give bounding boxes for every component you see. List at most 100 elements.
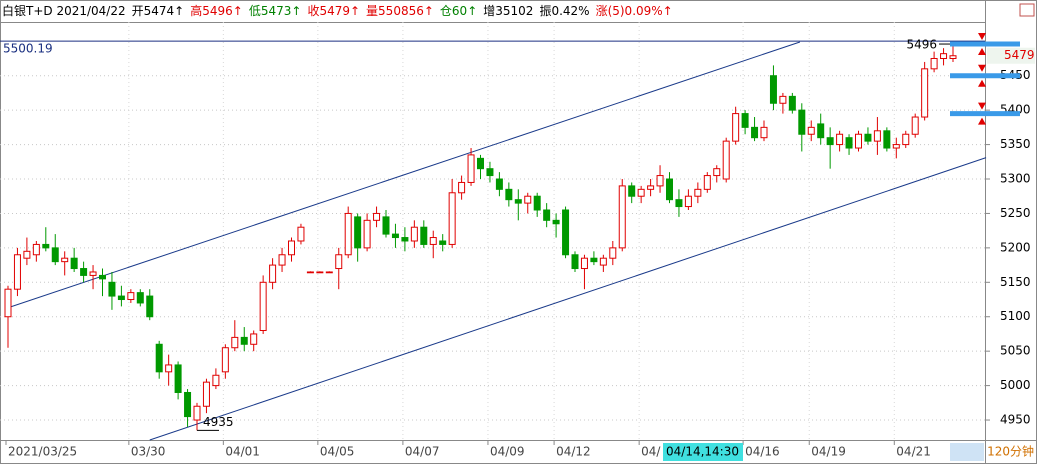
candle-body — [165, 364, 173, 373]
cursor-label: 04/14,14:30 — [666, 445, 739, 459]
candle-body — [533, 195, 541, 211]
x-tick-label: 03/30 — [131, 445, 166, 459]
candle-body — [32, 243, 40, 256]
x-tick-label: 04/09 — [490, 445, 525, 459]
candle-body — [873, 130, 881, 142]
candle-body — [13, 254, 21, 290]
y-tick-label: 5100 — [1000, 309, 1031, 323]
candle-body — [637, 188, 645, 197]
candle-body — [505, 188, 513, 201]
last-price-label: 5479 — [1004, 48, 1035, 62]
candle-body — [70, 257, 78, 270]
candle-body — [713, 168, 721, 177]
candle-body — [751, 126, 759, 139]
candle-body — [155, 343, 163, 373]
candle-body — [174, 364, 182, 393]
candle-body — [344, 212, 352, 256]
x-tick-label: 04/21 — [896, 445, 931, 459]
trend-line — [7, 41, 801, 309]
candle-body — [817, 123, 825, 139]
candle-body — [108, 281, 116, 297]
candle-body — [23, 250, 31, 259]
y-tick-label: 5350 — [1000, 137, 1031, 151]
candle-body — [335, 254, 343, 270]
y-tick-label: 5050 — [1000, 344, 1031, 358]
candle-body — [599, 257, 607, 266]
candle-body — [656, 175, 664, 187]
candle-body — [864, 133, 872, 142]
candle-body — [571, 254, 579, 270]
alert-arrow — [978, 102, 986, 125]
candle-body — [193, 405, 201, 421]
candle-body — [306, 271, 314, 274]
candle-body — [221, 347, 229, 373]
x-tick-label: 04/12 — [556, 445, 591, 459]
candle-body — [798, 109, 806, 135]
alert-arrow — [978, 33, 986, 56]
candle-body — [146, 295, 154, 318]
top-line-label: 5500.19 — [3, 42, 53, 56]
candle-body — [127, 292, 135, 301]
candle-body — [391, 233, 399, 239]
header-item: 增35102 — [483, 4, 533, 18]
x-tick-label: 04/01 — [225, 445, 260, 459]
candle-body — [921, 68, 929, 118]
candle-body — [883, 130, 891, 149]
candle-body — [703, 175, 711, 190]
header-item: 收5479↑ — [307, 4, 360, 18]
candle-body — [325, 271, 333, 274]
cursor-box — [663, 443, 743, 461]
period-box — [950, 443, 984, 461]
candle-body — [892, 144, 900, 149]
low-label: 4935 — [203, 415, 234, 429]
candle-body — [373, 212, 381, 221]
candle-body — [524, 195, 532, 204]
y-tick-label: 5300 — [1000, 172, 1031, 186]
candle-body — [562, 209, 570, 256]
window-button[interactable] — [1019, 3, 1035, 17]
candle-body — [666, 178, 673, 201]
candle-body — [590, 257, 598, 263]
candle-body — [410, 226, 418, 242]
candle-body — [760, 126, 768, 139]
candle-body — [212, 374, 220, 387]
period-label: 120分钟 — [987, 444, 1034, 459]
candle-body — [382, 216, 390, 235]
candle-body — [675, 199, 683, 208]
header-item: 仓60↑ — [440, 4, 477, 18]
candle-body — [741, 113, 749, 128]
candle-body — [420, 226, 428, 245]
x-tick-label: 2021/03/25 — [8, 445, 77, 459]
candle-body — [543, 209, 551, 221]
candle-body — [807, 126, 815, 135]
candle-body — [117, 295, 125, 301]
candle-body — [80, 268, 88, 276]
candle-body — [580, 257, 588, 270]
x-tick-label: 04/07 — [405, 445, 440, 459]
trend-line — [149, 157, 987, 441]
candle-body — [250, 333, 258, 345]
candle-body — [732, 113, 740, 142]
candle-body — [684, 195, 692, 208]
candle-body — [297, 226, 305, 242]
y-tick-label: 4950 — [1000, 413, 1031, 427]
y-tick-label: 5250 — [1000, 206, 1031, 220]
candle-body — [722, 140, 730, 180]
y-tick-label: 5150 — [1000, 275, 1031, 289]
y-tick-label: 5000 — [1000, 378, 1031, 392]
candle-body — [467, 154, 475, 183]
candle-body — [99, 274, 106, 280]
candle-body — [855, 133, 862, 149]
candle-body — [363, 219, 371, 249]
last-price-box — [987, 47, 1035, 64]
candle-body — [788, 95, 796, 111]
candle-body — [89, 271, 97, 276]
candle-body — [240, 336, 248, 345]
candle-body — [448, 192, 456, 245]
candle-body — [439, 240, 447, 245]
candle-body — [826, 137, 834, 146]
candle-body — [51, 247, 59, 263]
candle-body — [477, 157, 484, 170]
